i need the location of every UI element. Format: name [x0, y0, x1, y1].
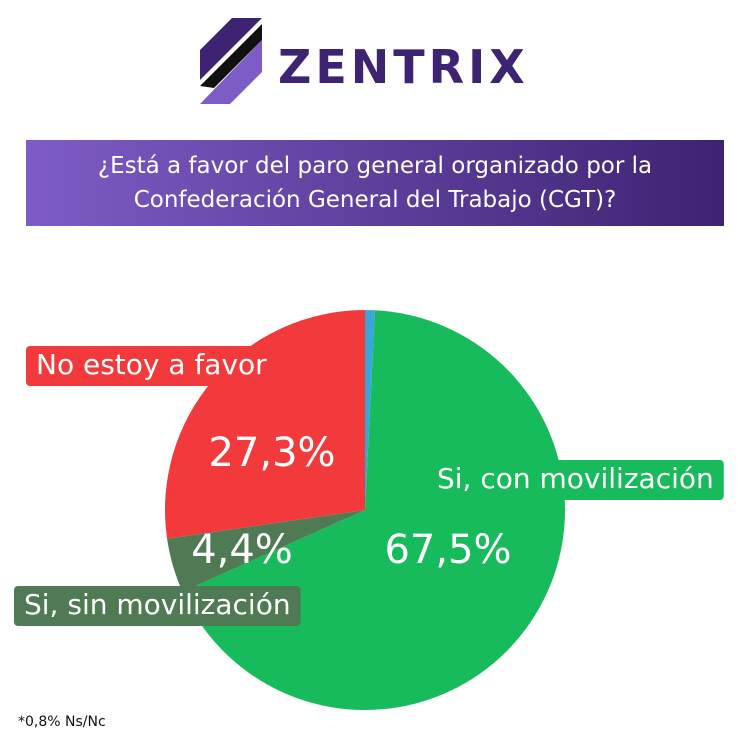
brand: ZENTRIX	[278, 40, 529, 94]
label-box	[427, 460, 724, 500]
category-label: No estoy a favor	[36, 348, 267, 381]
value-label: 27,3%	[208, 430, 335, 476]
category-label: Si, sin movilización	[24, 588, 291, 621]
pie-slice	[164, 310, 365, 539]
chart-title: ¿Está a favor del paro general organizad…	[97, 153, 653, 213]
category-label: Si, con movilización	[437, 462, 714, 495]
label-box	[14, 586, 301, 626]
value-label: 67,5%	[384, 527, 511, 573]
pie-slice	[167, 510, 365, 592]
pie-slice	[365, 310, 376, 510]
logo-icon	[200, 18, 262, 104]
label-box	[26, 346, 277, 386]
footnote: *0,8% Ns/Nc	[18, 714, 106, 730]
title-banner: ¿Está a favor del paro general organizad…	[26, 140, 724, 226]
value-label: 4,4%	[191, 527, 293, 573]
